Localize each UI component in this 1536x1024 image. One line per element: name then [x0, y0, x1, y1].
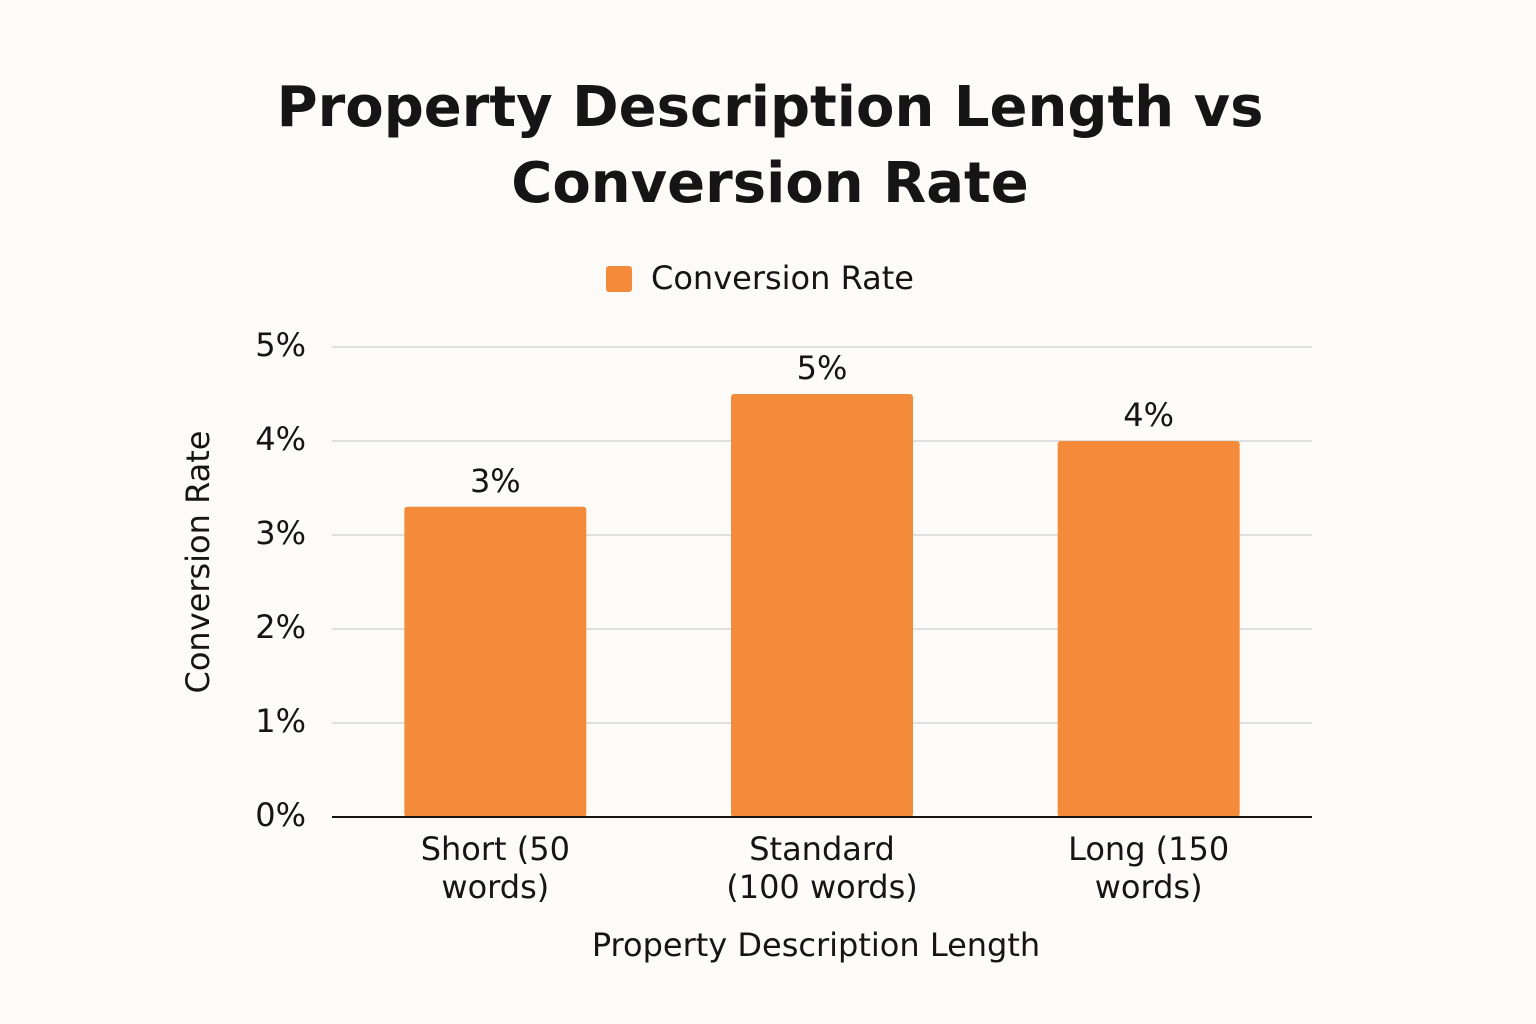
x-axis-title: Property Description Length — [591, 926, 1041, 964]
y-tick-label: 3% — [255, 514, 306, 552]
x-tick-label: Short (50 words) — [420, 830, 570, 906]
bar — [731, 394, 913, 817]
x-tick-label: Standard (100 words) — [726, 830, 918, 906]
y-tick-label: 2% — [255, 608, 306, 646]
bar — [1057, 441, 1240, 817]
y-tick-label: 1% — [255, 702, 306, 740]
chart-title: Property Description Length vs Conversio… — [276, 75, 1264, 216]
legend-label: Conversion Rate — [651, 259, 914, 297]
y-tick-label: 0% — [255, 796, 306, 834]
data-label: 5% — [797, 349, 848, 387]
data-label: 3% — [470, 462, 521, 500]
bar — [404, 506, 587, 817]
x-tick-label: Long (150 words) — [1068, 830, 1230, 906]
y-tick-label: 4% — [255, 420, 306, 458]
legend-swatch — [606, 266, 632, 292]
y-axis-title: Conversion Rate — [179, 431, 217, 694]
data-label: 4% — [1123, 396, 1174, 434]
y-tick-label: 5% — [255, 326, 306, 364]
